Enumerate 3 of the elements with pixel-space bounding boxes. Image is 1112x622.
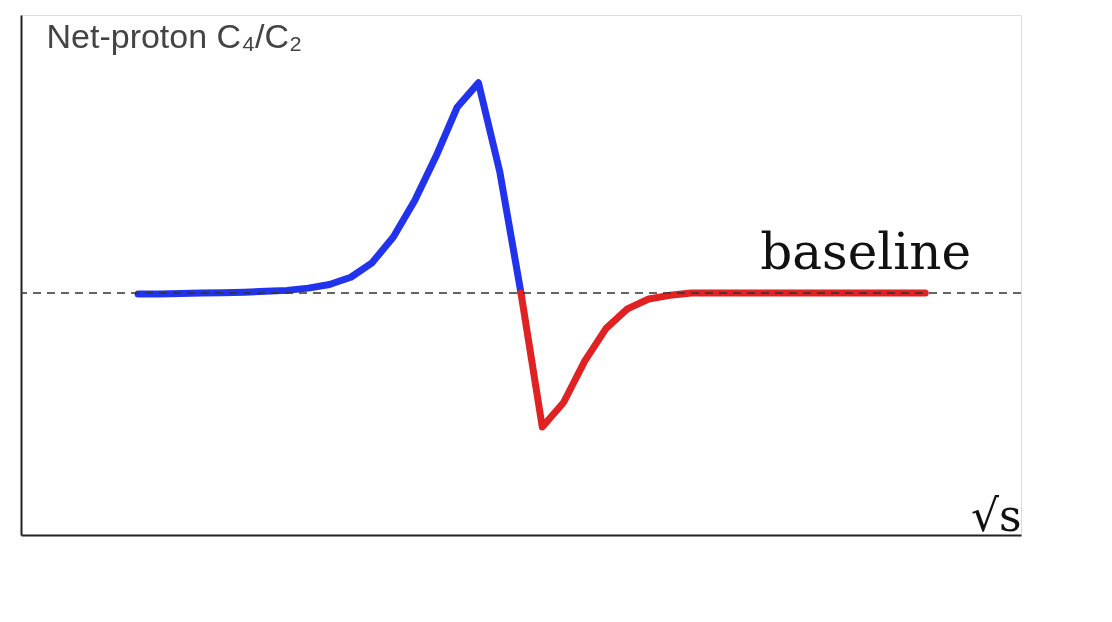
ref-line-label: baseline xyxy=(760,223,971,282)
x-axis-title: √s xyxy=(970,489,1022,541)
y-axis-title: Net-proton C₄/C₂ xyxy=(46,16,303,55)
